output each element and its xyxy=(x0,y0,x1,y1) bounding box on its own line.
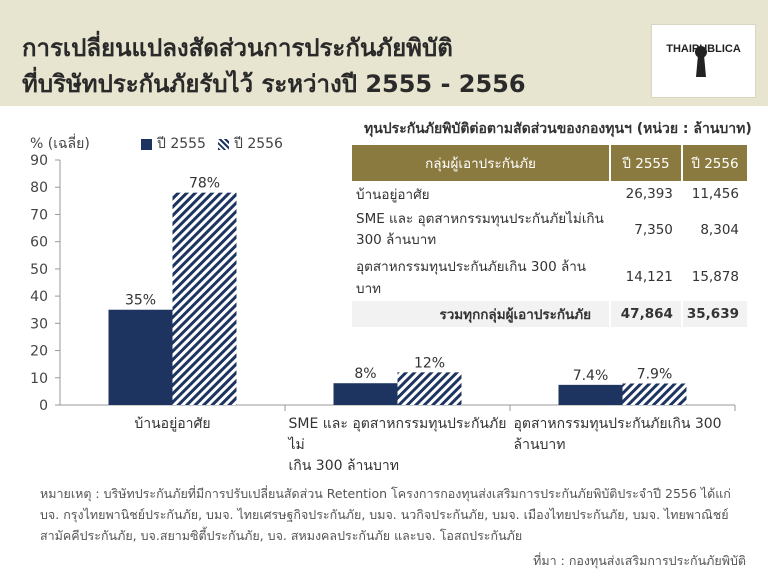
bar xyxy=(622,383,687,405)
cell-group: บ้านอยู่อาศัย xyxy=(352,181,612,207)
table-row: บ้านอยู่อาศัย 26,393 11,456 xyxy=(352,181,747,207)
title-line-1: การเปลี่ยนแปลงสัดส่วนการประกันภัยพิบัติ xyxy=(22,34,453,62)
cell-2555: 26,393 xyxy=(610,181,683,207)
logo-text: THAIPUBLICA xyxy=(666,43,741,55)
y-tick-label: 80 xyxy=(30,180,48,196)
x-category-label-line: SME และ อุตสาหกรรมทุนประกันภัยไม่ xyxy=(288,416,507,453)
cell-2555: 14,121 xyxy=(610,253,683,301)
cell-group: อุตสาหกรรมทุนประกันภัยเกิน 300 ล้านบาท xyxy=(352,253,612,301)
y-tick-label: 60 xyxy=(30,235,48,251)
table-row: SME และ อุตสาหกรรมทุนประกันภัยไม่เกิน 30… xyxy=(352,207,747,253)
table-row: อุตสาหกรรมทุนประกันภัยเกิน 300 ล้านบาท 1… xyxy=(352,253,747,301)
data-label: 78% xyxy=(189,176,220,192)
footnote: หมายเหตุ : บริษัทประกันภัยที่มีการปรับเป… xyxy=(40,486,731,543)
y-tick-label: 20 xyxy=(30,344,48,360)
legend-label-2556: ปี 2556 xyxy=(234,136,283,152)
bar xyxy=(558,384,623,405)
publisher-logo: THAIPUBLICA xyxy=(651,24,756,98)
data-label: 35% xyxy=(125,293,156,309)
y-tick-label: 70 xyxy=(30,207,48,223)
header-2555: ปี 2555 xyxy=(610,145,683,181)
data-label: 12% xyxy=(414,355,445,371)
cell-2556: 15,878 xyxy=(691,269,739,285)
y-tick-label: 30 xyxy=(30,316,48,332)
legend-item-2555: ปี 2555 xyxy=(141,133,206,155)
y-tick-label: 50 xyxy=(30,262,48,278)
bar-chart: 0 10 20 30 40 50 60 70 80 90 35% 78% 8% 12% 7.4% 7.9% xyxy=(30,153,736,414)
cell-total-group: รวมทุกกลุ่มผู้เอาประกันภัย xyxy=(352,301,612,327)
x-category-label: อุตสาหกรรมทุนประกันภัยเกิน 300 ล้านบาท xyxy=(508,414,744,456)
header-banner: การเปลี่ยนแปลงสัดส่วนการประกันภัยพิบัติ … xyxy=(0,0,768,106)
data-label: 7.9% xyxy=(637,366,673,382)
y-tick-label: 0 xyxy=(39,398,48,414)
y-tick-label: 10 xyxy=(30,371,48,387)
bar xyxy=(397,372,462,405)
legend-swatch-solid xyxy=(141,138,152,150)
title-line-2: ที่บริษัทประกันภัยรับไว้ ระหว่างปี 2555 … xyxy=(22,70,526,98)
cell-group: SME และ อุตสาหกรรมทุนประกันภัยไม่เกิน 30… xyxy=(352,207,612,253)
legend-label-2555: ปี 2555 xyxy=(157,136,206,152)
y-axis-unit: % (เฉลี่ย) xyxy=(30,136,90,152)
bar xyxy=(172,192,237,405)
x-category-label-line: บ้านอยู่อาศัย xyxy=(134,416,211,432)
table-title: ทุนประกันภัยพิบัติต่อตามสัดส่วนของกองทุน… xyxy=(364,121,752,137)
x-category-label: บ้านอยู่อาศัย xyxy=(58,414,288,435)
x-category-label: SME และ อุตสาหกรรมทุนประกันภัยไม่เกิน 30… xyxy=(283,414,519,477)
data-table: กลุ่มผู้เอาประกันภัย ปี 2555 ปี 2556 บ้า… xyxy=(352,145,747,327)
header-group: กลุ่มผู้เอาประกันภัย xyxy=(352,145,612,181)
table-total-row: รวมทุกกลุ่มผู้เอาประกันภัย 47,864 35,639 xyxy=(352,301,747,327)
legend-item-2556: ปี 2556 xyxy=(218,133,283,155)
y-tick-label: 40 xyxy=(30,289,48,305)
keyhole-icon xyxy=(695,46,707,77)
legend-swatch-hatched xyxy=(218,138,229,150)
cell-2556: 11,456 xyxy=(691,186,739,202)
y-tick-label: 90 xyxy=(30,153,48,169)
bar xyxy=(108,309,173,405)
x-category-label-line: เกิน 300 ล้านบาท xyxy=(288,458,399,474)
cell-total-2556: 35,639 xyxy=(681,301,747,327)
x-category-label-line: อุตสาหกรรมทุนประกันภัยเกิน 300 xyxy=(513,416,722,432)
data-label: 8% xyxy=(354,366,376,382)
source-note: ที่มา : กองทุนส่งเสริมการประกันภัยพิบัติ xyxy=(533,553,746,568)
header-2556: ปี 2556 xyxy=(681,145,747,181)
cell-total-2555: 47,864 xyxy=(610,301,683,327)
cell-2555: 7,350 xyxy=(610,207,683,253)
bar xyxy=(333,383,398,405)
page-title: การเปลี่ยนแปลงสัดส่วนการประกันภัยพิบัติ … xyxy=(22,30,526,102)
x-category-label-line: ล้านบาท xyxy=(513,437,566,453)
data-label: 7.4% xyxy=(573,368,609,384)
cell-2556: 8,304 xyxy=(700,222,739,238)
table-header-row: กลุ่มผู้เอาประกันภัย ปี 2555 ปี 2556 xyxy=(352,145,747,181)
